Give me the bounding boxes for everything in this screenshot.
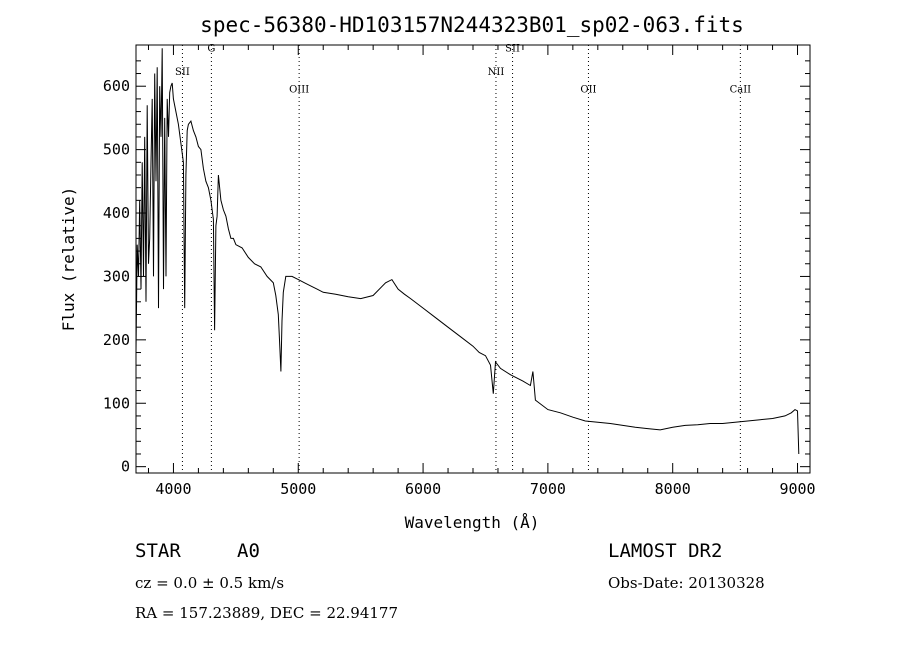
spectrum-line bbox=[135, 48, 800, 455]
reference-line-label: SII bbox=[175, 67, 190, 78]
reference-line-label: SII bbox=[505, 43, 520, 54]
x-tick-label: 5000 bbox=[280, 480, 316, 498]
x-axis-ticks: 4000 5000 6000 7000 8000 9000 bbox=[147, 45, 816, 498]
reference-line-label: G bbox=[207, 43, 215, 54]
x-tick-label: 4000 bbox=[155, 480, 191, 498]
y-tick-label: 0 bbox=[121, 458, 130, 476]
reference-line-label: CaII bbox=[730, 85, 752, 96]
x-tick-label: 7000 bbox=[530, 480, 566, 498]
x-tick-label: 9000 bbox=[779, 480, 815, 498]
survey-name: LAMOST DR2 bbox=[608, 540, 723, 562]
obs-date-text: Obs-Date: 20130328 bbox=[608, 574, 765, 592]
reference-lines bbox=[181, 45, 741, 473]
x-tick-label: 6000 bbox=[405, 480, 441, 498]
y-axis-label: Flux (relative) bbox=[59, 187, 78, 332]
y-tick-label: 600 bbox=[103, 77, 130, 95]
y-tick-label: 100 bbox=[103, 394, 130, 412]
y-tick-label: 200 bbox=[103, 331, 130, 349]
object-subclass: A0 bbox=[237, 540, 260, 562]
spectrum-series bbox=[135, 48, 800, 455]
reference-line-label: NII bbox=[488, 67, 505, 78]
x-tick-label: 8000 bbox=[655, 480, 691, 498]
chart-title: spec-56380-HD103157N244323B01_sp02-063.f… bbox=[200, 13, 744, 37]
y-tick-label: 400 bbox=[103, 204, 130, 222]
y-tick-label: 300 bbox=[103, 267, 130, 285]
redshift-text: cz = 0.0 ± 0.5 km/s bbox=[135, 574, 285, 592]
x-axis-label: Wavelength (Å) bbox=[405, 513, 540, 532]
coordinates-text: RA = 157.23889, DEC = 22.94177 bbox=[135, 604, 399, 622]
y-axis-ticks: 0 100 200 300 400 500 600 bbox=[103, 60, 810, 476]
object-class: STAR bbox=[135, 540, 181, 562]
reference-line-labels: SII G OIII NII SII OII CaII bbox=[175, 43, 751, 95]
reference-line-label: OII bbox=[580, 85, 596, 96]
plot-area-border bbox=[135, 44, 811, 474]
reference-line-label: OIII bbox=[289, 85, 309, 96]
y-tick-label: 500 bbox=[103, 141, 130, 159]
